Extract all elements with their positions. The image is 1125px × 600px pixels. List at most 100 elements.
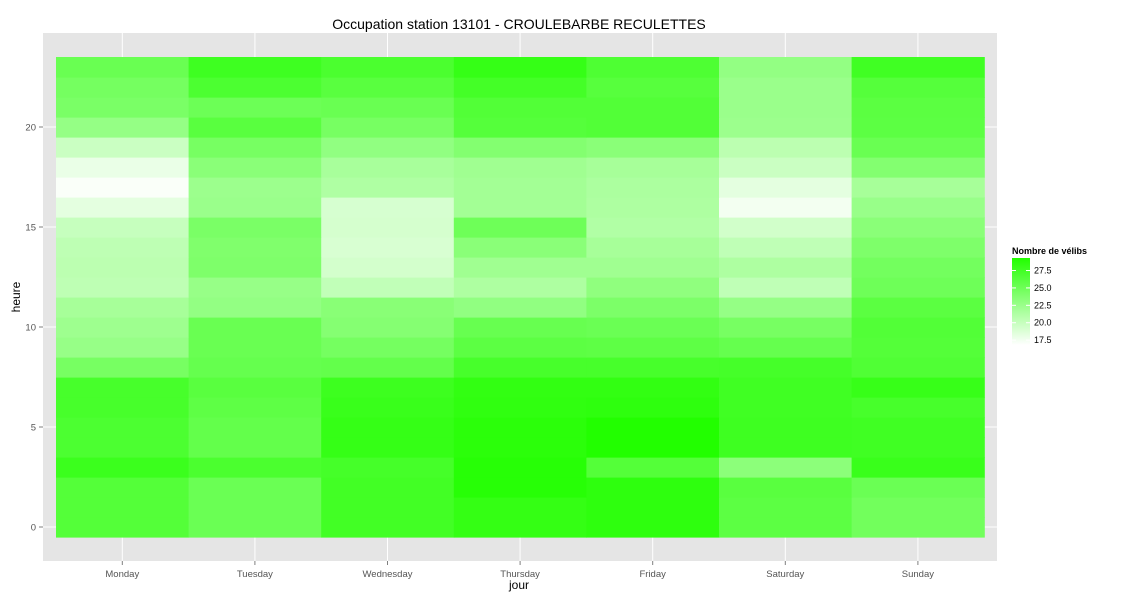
heatmap-cell [586, 157, 720, 178]
heatmap-cell [453, 377, 587, 398]
heatmap-cell [321, 197, 455, 218]
heatmap-cell [56, 57, 190, 78]
heatmap-cell [321, 57, 455, 78]
heatmap-cell [188, 357, 322, 378]
legend-title: Nombre de vélibs [1012, 246, 1087, 256]
heatmap-cell [188, 477, 322, 498]
heatmap-cell [453, 237, 587, 258]
heatmap-cell [188, 197, 322, 218]
legend-colorbar [1012, 258, 1030, 345]
heatmap-cell [586, 297, 720, 318]
heatmap-cell [851, 97, 985, 118]
heatmap-cell [719, 337, 853, 358]
heatmap-cell [851, 437, 985, 458]
heatmap-cell [851, 77, 985, 98]
heatmap-cell [321, 257, 455, 278]
heatmap-cell [56, 457, 190, 478]
heatmap-cell [586, 497, 720, 518]
heatmap-cell [321, 437, 455, 458]
heatmap-cell [56, 497, 190, 518]
heatmap-cell [719, 217, 853, 238]
heatmap-cell [56, 377, 190, 398]
heatmap-cell [56, 137, 190, 158]
heatmap-cell [586, 237, 720, 258]
heatmap-cell [321, 477, 455, 498]
heatmap-cell [188, 237, 322, 258]
heatmap-cell [851, 517, 985, 538]
heatmap-cell [719, 297, 853, 318]
heatmap-cell [851, 237, 985, 258]
heatmap-cell [321, 497, 455, 518]
heatmap-cell [56, 217, 190, 238]
x-tick-label: Tuesday [237, 569, 273, 580]
heatmap-cell [188, 257, 322, 278]
heatmap-cell [586, 337, 720, 358]
heatmap-cell [453, 217, 587, 238]
heatmap-cell [851, 337, 985, 358]
heatmap-cell [851, 477, 985, 498]
heatmap-cell [851, 357, 985, 378]
heatmap-cell [321, 297, 455, 318]
axes: Monday Tuesday Wednesday Thursday Friday Satu… [25, 123, 934, 581]
heatmap-cell [719, 57, 853, 78]
heatmap-cell [719, 137, 853, 158]
heatmap-cell [719, 277, 853, 298]
heatmap-cell [56, 337, 190, 358]
heatmap-cell [321, 117, 455, 138]
heatmap-cell [453, 277, 587, 298]
legend-label: 25.0 [1034, 283, 1052, 293]
heatmap-cell [188, 277, 322, 298]
heatmap-cell [321, 217, 455, 238]
heatmap-cell [56, 257, 190, 278]
y-axis-title: heure [9, 281, 23, 312]
heatmap-cells [56, 57, 985, 538]
heatmap-cell [586, 317, 720, 338]
heatmap-cell [56, 477, 190, 498]
heatmap-cell [586, 517, 720, 538]
x-tick-label: Sunday [902, 569, 934, 580]
heatmap-cell [188, 57, 322, 78]
heatmap-cell [56, 277, 190, 298]
heatmap-cell [453, 437, 587, 458]
heatmap-cell [453, 57, 587, 78]
heatmap-cell [851, 297, 985, 318]
heatmap-cell [719, 397, 853, 418]
heatmap-cell [453, 297, 587, 318]
heatmap-cell [851, 397, 985, 418]
heatmap-cell [719, 477, 853, 498]
y-tick-label: 10 [25, 323, 36, 334]
heatmap-cell [719, 497, 853, 518]
heatmap-cell [586, 97, 720, 118]
heatmap-cell [56, 437, 190, 458]
heatmap-cell [188, 77, 322, 98]
heatmap-cell [851, 157, 985, 178]
heatmap-cell [321, 97, 455, 118]
legend-label: 17.5 [1034, 335, 1052, 345]
heatmap-cell [188, 517, 322, 538]
heatmap-cell [321, 517, 455, 538]
heatmap-cell [321, 177, 455, 198]
heatmap-cell [586, 177, 720, 198]
heatmap-cell [453, 497, 587, 518]
heatmap-cell [851, 217, 985, 238]
chart-title: Occupation station 13101 - CROULEBARBE R… [332, 16, 706, 32]
heatmap-cell [56, 297, 190, 318]
heatmap-cell [56, 517, 190, 538]
heatmap-cell [188, 377, 322, 398]
heatmap-cell [719, 197, 853, 218]
heatmap-cell [56, 77, 190, 98]
heatmap-cell [188, 117, 322, 138]
heatmap-cell [56, 197, 190, 218]
heatmap-cell [453, 337, 587, 358]
heatmap-cell [321, 417, 455, 438]
heatmap-cell [851, 317, 985, 338]
heatmap-cell [188, 97, 322, 118]
heatmap-cell [586, 417, 720, 438]
heatmap-cell [586, 57, 720, 78]
heatmap-cell [188, 457, 322, 478]
heatmap-cell [321, 137, 455, 158]
heatmap-cell [586, 357, 720, 378]
heatmap-cell [321, 377, 455, 398]
heatmap-cell [321, 457, 455, 478]
heatmap-cell [851, 137, 985, 158]
